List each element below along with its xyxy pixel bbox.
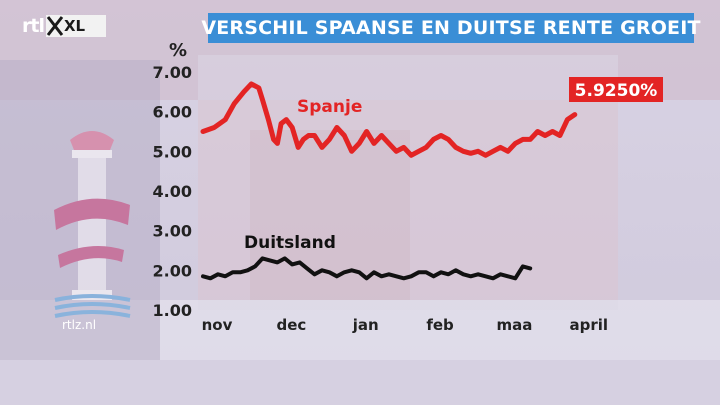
x-tick-label: april (570, 316, 609, 334)
x-tick-label: maa (497, 316, 533, 334)
series-line-duitsland (201, 256, 533, 281)
channel-logo: rtl XL (22, 13, 106, 39)
x-tick-label: dec (276, 316, 306, 334)
page-title: VERSCHIL SPAANSE EN DUITSE RENTE GROEIT (201, 17, 701, 39)
title-bar: VERSCHIL SPAANSE EN DUITSE RENTE GROEIT (201, 13, 700, 43)
y-axis-unit: % (169, 40, 187, 61)
logo-badge-text: XL (63, 17, 86, 35)
y-tick-label: 5.00 (153, 142, 192, 161)
series-label-duitsland: Duitsland (244, 233, 336, 253)
y-tick-label: 2.00 (153, 261, 192, 280)
logo-badge: XL (45, 15, 106, 37)
logo-text: rtl (22, 15, 45, 37)
x-tick-label: jan (352, 316, 379, 334)
logo-badge-icon (45, 15, 106, 37)
y-tick-label: 1.00 (153, 301, 192, 320)
value-callout: 5.9250% (569, 77, 663, 102)
series-label-spanje: Spanje (297, 97, 362, 117)
pillar-emblem-icon (54, 131, 131, 318)
y-tick-label: 3.00 (153, 222, 192, 241)
value-callout-text: 5.9250% (575, 81, 658, 101)
x-tick-label: feb (426, 316, 454, 334)
y-tick-label: 4.00 (153, 182, 192, 201)
series-line-spanje (200, 81, 578, 158)
x-tick-label: nov (202, 316, 233, 334)
y-tick-label: 7.00 (153, 63, 192, 82)
website-label: rtlz.nl (62, 318, 97, 332)
y-tick-label: 6.00 (153, 103, 192, 122)
